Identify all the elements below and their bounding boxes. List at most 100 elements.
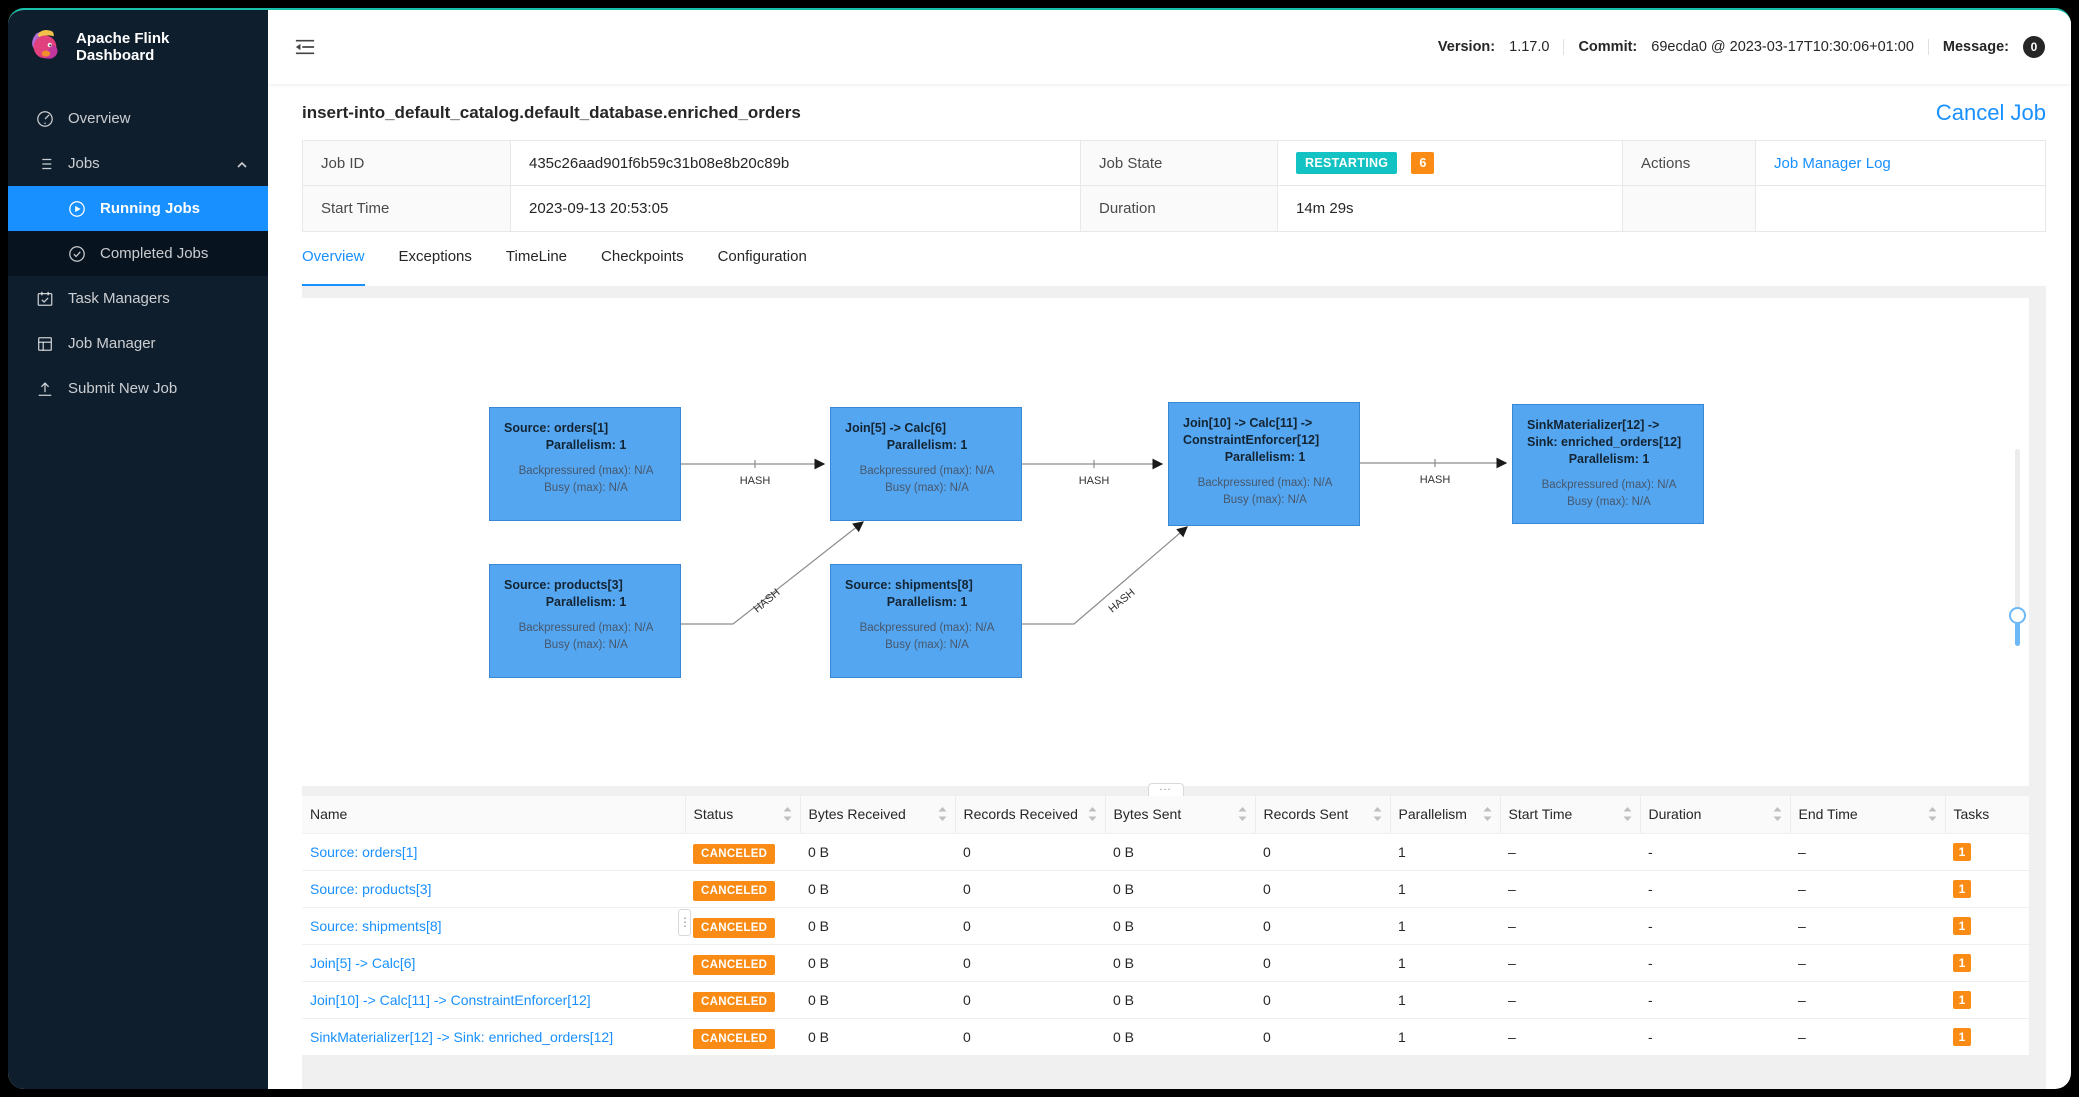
- cell-bytes-sent: 0 B: [1105, 944, 1255, 982]
- graph-node[interactable]: SinkMaterializer[12] -> Sink: enriched_o…: [1512, 404, 1704, 524]
- sort-carets-icon[interactable]: [1773, 806, 1782, 822]
- column-header-status[interactable]: Status: [685, 796, 801, 834]
- job-graph: Source: orders[1] Parallelism: 1 Backpress…: [302, 298, 2029, 786]
- node-parallelism: Parallelism: 1: [886, 437, 968, 452]
- vertex-name-link[interactable]: SinkMaterializer[12] -> Sink: enriched_o…: [310, 1028, 614, 1045]
- sort-carets-icon[interactable]: [1623, 806, 1632, 822]
- status-badge: CANCELED: [693, 954, 776, 975]
- sort-carets-icon[interactable]: [1483, 806, 1492, 822]
- cell-status: CANCELED: [685, 870, 800, 908]
- node-title: Source: products[3]: [504, 578, 623, 592]
- vertex-name-link[interactable]: Join[10] -> Calc[11] -> ConstraintEnforc…: [310, 991, 591, 1008]
- cell-end-time: –: [1790, 870, 1945, 908]
- sort-carets-icon[interactable]: [938, 806, 947, 822]
- column-header-bytes-received[interactable]: Bytes Received: [800, 796, 956, 834]
- commit-value: 69ecda0 @ 2023-03-17T10:30:06+01:00: [1651, 39, 1914, 55]
- slider-thumb[interactable]: [2009, 607, 2026, 624]
- tab-overview[interactable]: Overview: [302, 248, 365, 286]
- column-header-records-received[interactable]: Records Received: [955, 796, 1106, 834]
- page-title: insert-into_default_catalog.default_data…: [302, 103, 801, 122]
- node-parallelism: Parallelism: 1: [1568, 451, 1650, 466]
- cell-records-sent: 0: [1255, 944, 1390, 982]
- graph-node[interactable]: Source: products[3] Parallelism: 1 Backpre…: [489, 564, 681, 678]
- cell-duration: -: [1640, 833, 1790, 871]
- tab-configuration[interactable]: Configuration: [717, 248, 807, 265]
- restart-count-badge: 6: [1411, 152, 1435, 174]
- vertex-name-link[interactable]: Source: products[3]: [310, 880, 432, 897]
- dashboard-icon: [36, 110, 54, 128]
- graph-node[interactable]: Join[10] -> Calc[11] -> ConstraintEnforc…: [1168, 402, 1360, 526]
- cell-name: Join[5] -> Calc[6]: [302, 944, 685, 982]
- sort-carets-icon[interactable]: [1373, 806, 1382, 822]
- sidebar-item-running-jobs[interactable]: Running Jobs: [8, 186, 268, 231]
- node-parallelism: Parallelism: 1: [545, 437, 627, 452]
- sidebar-item-overview[interactable]: Overview: [8, 96, 268, 141]
- build-info: Version: 1.17.0 Commit: 69ecda0 @ 2023-0…: [1438, 36, 2045, 58]
- sidebar-item-jobs[interactable]: Jobs: [8, 141, 268, 186]
- sidebar-item-task-managers[interactable]: Task Managers: [8, 276, 268, 321]
- graph-node[interactable]: Source: shipments[8] Parallelism: 1 Backpr…: [830, 564, 1022, 678]
- resize-panel-handle[interactable]: ...: [1147, 782, 1184, 796]
- tasks-count-badge: 1: [1953, 1027, 1971, 1046]
- sidebar-item-submit-new-job[interactable]: Submit New Job: [8, 366, 268, 411]
- graph-zoom-slider[interactable]: [2009, 449, 2026, 646]
- chevron-up-icon: [236, 158, 248, 175]
- tab-checkpoints[interactable]: Checkpoints: [601, 248, 684, 265]
- cell-records-sent: 0: [1255, 870, 1390, 908]
- cell-end-time: –: [1790, 907, 1945, 945]
- column-header-parallelism[interactable]: Parallelism: [1390, 796, 1501, 834]
- vertex-row: SinkMaterializer[12] -> Sink: enriched_o…: [302, 1018, 2029, 1056]
- tab-exceptions[interactable]: Exceptions: [398, 248, 472, 265]
- sort-carets-icon[interactable]: [1238, 806, 1247, 822]
- graph-node[interactable]: Source: orders[1] Parallelism: 1 Backpress…: [489, 407, 681, 521]
- version-value: 1.17.0: [1509, 39, 1550, 55]
- vertex-table: Name Status Bytes Received Records Received…: [302, 796, 2029, 1056]
- graph-node[interactable]: Join[5] -> Calc[6] Parallelism: 1 Backpres…: [830, 407, 1022, 521]
- cell-duration: -: [1640, 944, 1790, 982]
- tasks-count-badge: 1: [1953, 916, 1971, 935]
- cell-tasks: 1: [1945, 944, 2029, 982]
- column-header-duration[interactable]: Duration: [1640, 796, 1791, 834]
- message-count-badge[interactable]: 0: [2023, 36, 2045, 58]
- tab-timeline[interactable]: TimeLine: [505, 248, 568, 265]
- column-header-bytes-sent[interactable]: Bytes Sent: [1105, 796, 1256, 834]
- cell-records-received: 0: [955, 981, 1105, 1019]
- cell-end-time: –: [1790, 1018, 1945, 1056]
- sort-carets-icon[interactable]: [1928, 806, 1937, 822]
- cell-records-received: 0: [955, 833, 1105, 871]
- node-title: Join[5] -> Calc[6]: [845, 421, 947, 435]
- menu-fold-icon[interactable]: [295, 38, 315, 56]
- column-header-start-time[interactable]: Start Time: [1500, 796, 1641, 834]
- cell-end-time: –: [1790, 833, 1945, 871]
- vertex-name-link[interactable]: Source: orders[1]: [310, 843, 418, 860]
- column-header-end-time[interactable]: End Time: [1790, 796, 1946, 834]
- cell-parallelism: 1: [1390, 907, 1500, 945]
- sort-carets-icon[interactable]: [783, 806, 792, 822]
- tasks-count-badge: 1: [1953, 842, 1971, 861]
- status-badge: CANCELED: [693, 991, 776, 1012]
- cell-tasks: 1: [1945, 907, 2029, 945]
- cell-duration: -: [1640, 907, 1790, 945]
- sidebar-item-completed-jobs[interactable]: Completed Jobs: [8, 231, 268, 276]
- sort-carets-icon[interactable]: [1088, 806, 1097, 822]
- node-backpressured: Backpressured (max): N/A: [1197, 476, 1333, 489]
- job-manager-log-link[interactable]: Job Manager Log: [1774, 154, 1891, 172]
- sidebar-item-label: Job Manager: [68, 335, 156, 352]
- cell-bytes-received: 0 B: [800, 1018, 955, 1056]
- column-resize-handle[interactable]: ⋮: [678, 909, 691, 936]
- column-header-records-sent[interactable]: Records Sent: [1255, 796, 1391, 834]
- cell-records-received: 0: [955, 870, 1105, 908]
- node-busy: Busy (max): N/A: [544, 639, 628, 651]
- node-busy: Busy (max): N/A: [1567, 495, 1651, 508]
- node-title: Source: shipments[8]: [845, 578, 973, 592]
- cell-status: CANCELED: [685, 944, 800, 982]
- sidebar-item-job-manager[interactable]: Job Manager: [8, 321, 268, 366]
- cell-status: CANCELED: [685, 981, 800, 1019]
- vertex-name-link[interactable]: Join[5] -> Calc[6]: [310, 954, 416, 971]
- vertex-name-link[interactable]: Source: shipments[8]: [310, 917, 442, 934]
- cell-name: Source: shipments[8]: [302, 907, 685, 945]
- cancel-job-button[interactable]: Cancel Job: [1935, 100, 2046, 125]
- sidebar-item-label: Submit New Job: [68, 380, 178, 397]
